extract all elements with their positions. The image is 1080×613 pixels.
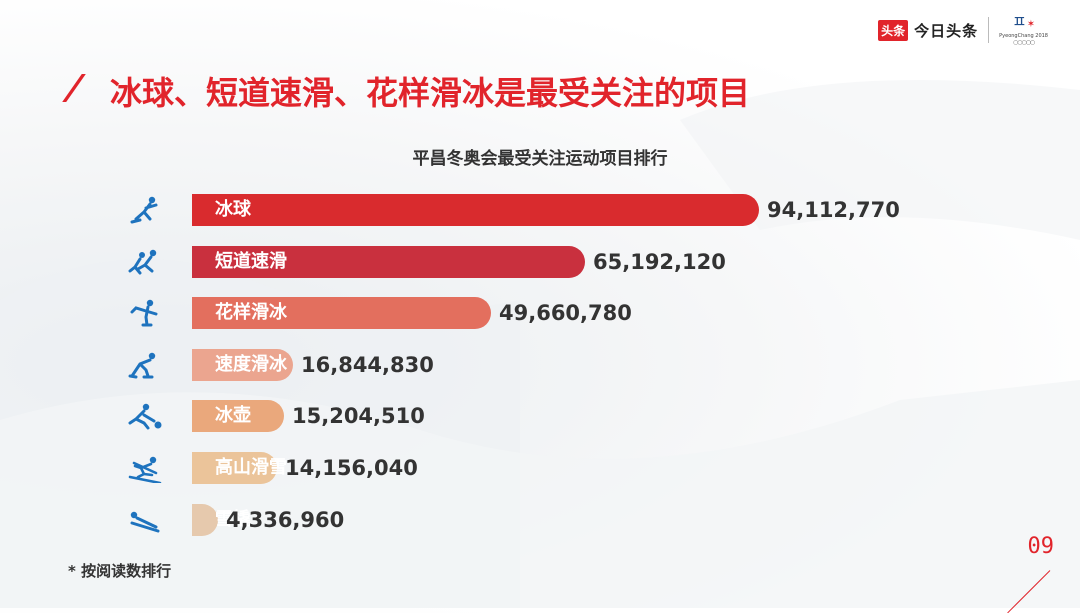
luge-icon [130,511,160,533]
bar-value-label: 16,844,830 [301,353,434,377]
bar-label: 花样滑冰 [215,302,287,323]
toutiao-logo: 头条 今日头条 [878,19,979,41]
bar-4 [192,349,293,381]
bar-1 [192,194,759,226]
bar-value-label: 15,204,510 [292,404,425,428]
toutiao-name: 今日头条 [914,21,979,40]
short-track-icon [128,249,157,275]
toutiao-mark: 头条 [878,19,909,41]
bar-value-label: 65,192,120 [593,250,726,274]
bar-value-label: 4,336,960 [226,508,345,532]
chart-title: 平昌冬奥会最受关注运动项目排行 [412,149,668,169]
page-number-line [1007,570,1051,613]
bar-label: 高山滑雪 [215,457,287,478]
bar-label: 冰壶 [215,405,251,426]
bar-value-label: 14,156,040 [285,456,418,480]
bar-5 [192,400,284,432]
bar-label: 雪橇 [215,509,251,530]
bar-2 [192,246,585,278]
bar-6 [192,452,277,484]
bar-label: 速度滑冰 [215,354,287,375]
footnote: * 按阅读数排行 [68,562,172,580]
bar-3 [192,297,491,329]
pyeongchang-logo: ㅍ✶ PyeongChang 2018 ○○○○○ [999,12,1048,47]
figure-skating-icon [130,299,158,327]
page-title: 冰球、短道速滑、花样滑冰是最受关注的项目 [110,74,751,112]
bar-value-label: 49,660,780 [499,301,632,325]
alpine-skiing-icon [128,456,162,483]
ice-hockey-icon [130,196,158,224]
bar-label: 短道速滑 [215,251,287,272]
bar-7 [192,504,218,536]
title-slash-icon [62,74,86,102]
brand-header: 头条 今日头条 ㅍ✶ PyeongChang 2018 ○○○○○ [878,12,1048,48]
bar-value-label: 94,112,770 [767,198,900,222]
page-number: 09 [1027,534,1055,559]
bar-label: 冰球 [215,199,251,220]
brand-divider [988,17,990,43]
speed-skating-icon [128,352,156,379]
curling-icon [128,403,162,430]
